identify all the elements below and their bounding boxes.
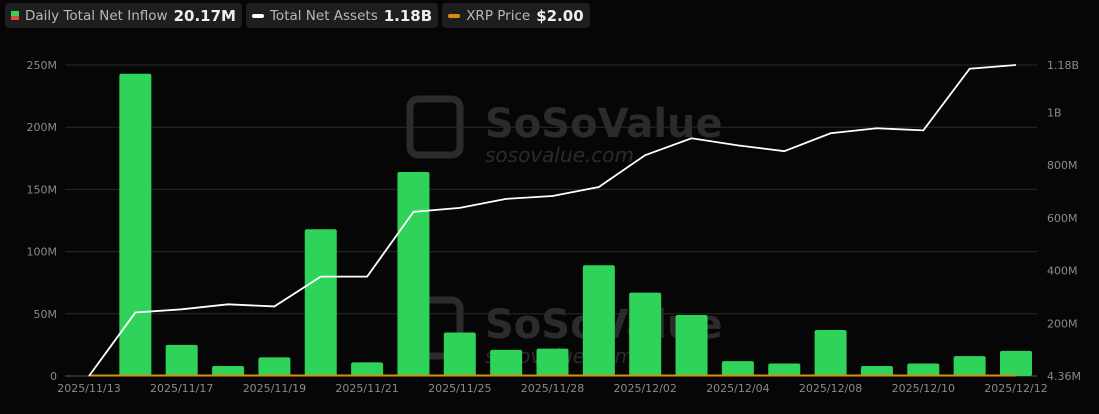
inflow-bar [258,357,291,376]
left-axis-tick: 100M [27,246,58,259]
watermark-site: sosovalue.com [485,143,634,167]
inflow-bar [536,348,569,376]
right-axis-tick: 4.36M [1047,370,1081,383]
inflow-bar [397,171,430,376]
legend-assets-value: 1.18B [383,6,433,25]
right-axis-tick: 1B [1047,106,1062,119]
legend-price-label: XRP Price [466,7,531,24]
inflow-bar [1000,350,1032,376]
x-axis-tick: 2025/11/19 [243,382,306,395]
inflow-bar [860,366,893,376]
legend-assets-label: Total Net Assets [269,7,378,24]
left-axis-tick: 250M [27,59,58,72]
right-axis-tick: 800M [1047,159,1078,172]
x-axis-tick: 2025/12/08 [799,382,862,395]
watermark-brand: SoSoValue [485,101,723,147]
inflow-bar [304,229,337,376]
inflow-bar [119,73,152,376]
left-axis-tick: 0 [50,370,57,383]
x-axis-tick: 2025/12/10 [892,382,955,395]
assets-swatch-icon [251,13,264,18]
inflow-bar [443,332,476,376]
inflow-bar [212,366,245,376]
legend-inflow[interactable]: Daily Total Net Inflow 20.17M [5,3,242,28]
net-assets-line [88,64,1017,377]
x-axis-tick: 2025/12/04 [706,382,769,395]
left-axis-tick: 200M [27,121,58,134]
right-axis-tick: 600M [1047,212,1078,225]
inflow-bar [490,349,523,376]
right-axis-tick: 400M [1047,265,1078,278]
inflow-bar [582,265,615,376]
x-axis-tick: 2025/12/02 [613,382,676,395]
legend-inflow-value: 20.17M [173,6,236,25]
inflow-swatch-icon [11,11,19,20]
inflow-bar [814,329,847,376]
legend: Daily Total Net Inflow 20.17M Total Net … [5,3,590,28]
x-axis-tick: 2025/11/17 [150,382,213,395]
inflow-bar [953,356,986,376]
x-axis-tick: 2025/11/13 [57,382,120,395]
inflow-bar [675,315,708,376]
inflow-bar [721,361,754,376]
left-axis-tick: 50M [34,308,58,321]
x-axis-tick: 2025/11/21 [335,382,398,395]
left-axis-tick: 150M [27,183,58,196]
x-axis-tick: 2025/11/25 [428,382,491,395]
inflow-bar [351,362,384,376]
price-swatch-icon [448,13,461,18]
legend-inflow-label: Daily Total Net Inflow [25,7,168,24]
right-axis-tick: 1.18B [1047,59,1079,72]
legend-price[interactable]: XRP Price $2.00 [442,3,590,28]
right-axis-tick: 200M [1047,317,1078,330]
legend-price-value: $2.00 [536,6,584,25]
x-axis-tick: 2025/12/12 [984,382,1047,395]
inflow-bar [629,292,662,376]
x-axis-tick: 2025/11/28 [521,382,584,395]
legend-assets[interactable]: Total Net Assets 1.18B [245,3,439,28]
inflow-bar [165,344,198,376]
inflow-bar [907,363,940,376]
inflow-bar [768,363,801,376]
